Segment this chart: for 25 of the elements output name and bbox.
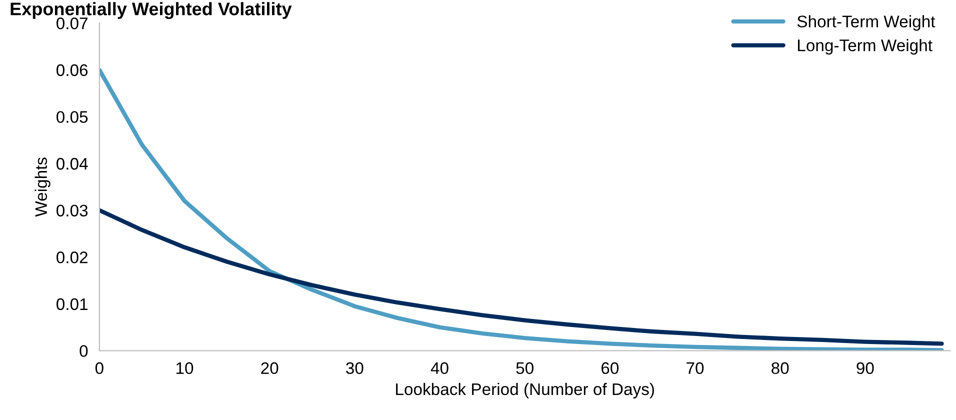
- y-tick-label: 0.03: [56, 204, 88, 217]
- x-tick-label: 50: [516, 362, 534, 374]
- x-tick-label: 30: [346, 362, 364, 374]
- x-tick-label: 40: [430, 362, 448, 374]
- x-axis-title: Lookback Period (Number of Days): [396, 382, 654, 398]
- line-series: [99, 68, 944, 351]
- y-tick-label: 0.02: [56, 252, 88, 264]
- line-series: [99, 208, 944, 346]
- x-tick-label: 70: [686, 362, 704, 374]
- x-tick-label: 10: [176, 362, 194, 374]
- y-axis-title: Weights: [34, 158, 50, 217]
- x-tick-label: 60: [602, 362, 619, 374]
- y-tick-label: 0.05: [56, 111, 88, 123]
- x-tick-label: 80: [772, 362, 789, 374]
- y-tick-label: 0.07: [56, 18, 88, 30]
- y-tick-label: 0.04: [56, 158, 88, 170]
- x-tick-label: 0: [95, 362, 104, 374]
- y-tick-label: 0: [80, 345, 88, 357]
- y-tick-label: 0.06: [56, 64, 88, 76]
- chart-title: Exponentially Weighted Volatility: [10, 2, 292, 20]
- y-tick-label: 0.01: [56, 298, 88, 310]
- legend-label: Short-Term Weight: [797, 15, 936, 31]
- x-tick-label: 20: [261, 362, 278, 374]
- legend-label: Long-Term Weight: [798, 39, 932, 55]
- x-tick-label: 90: [856, 362, 874, 374]
